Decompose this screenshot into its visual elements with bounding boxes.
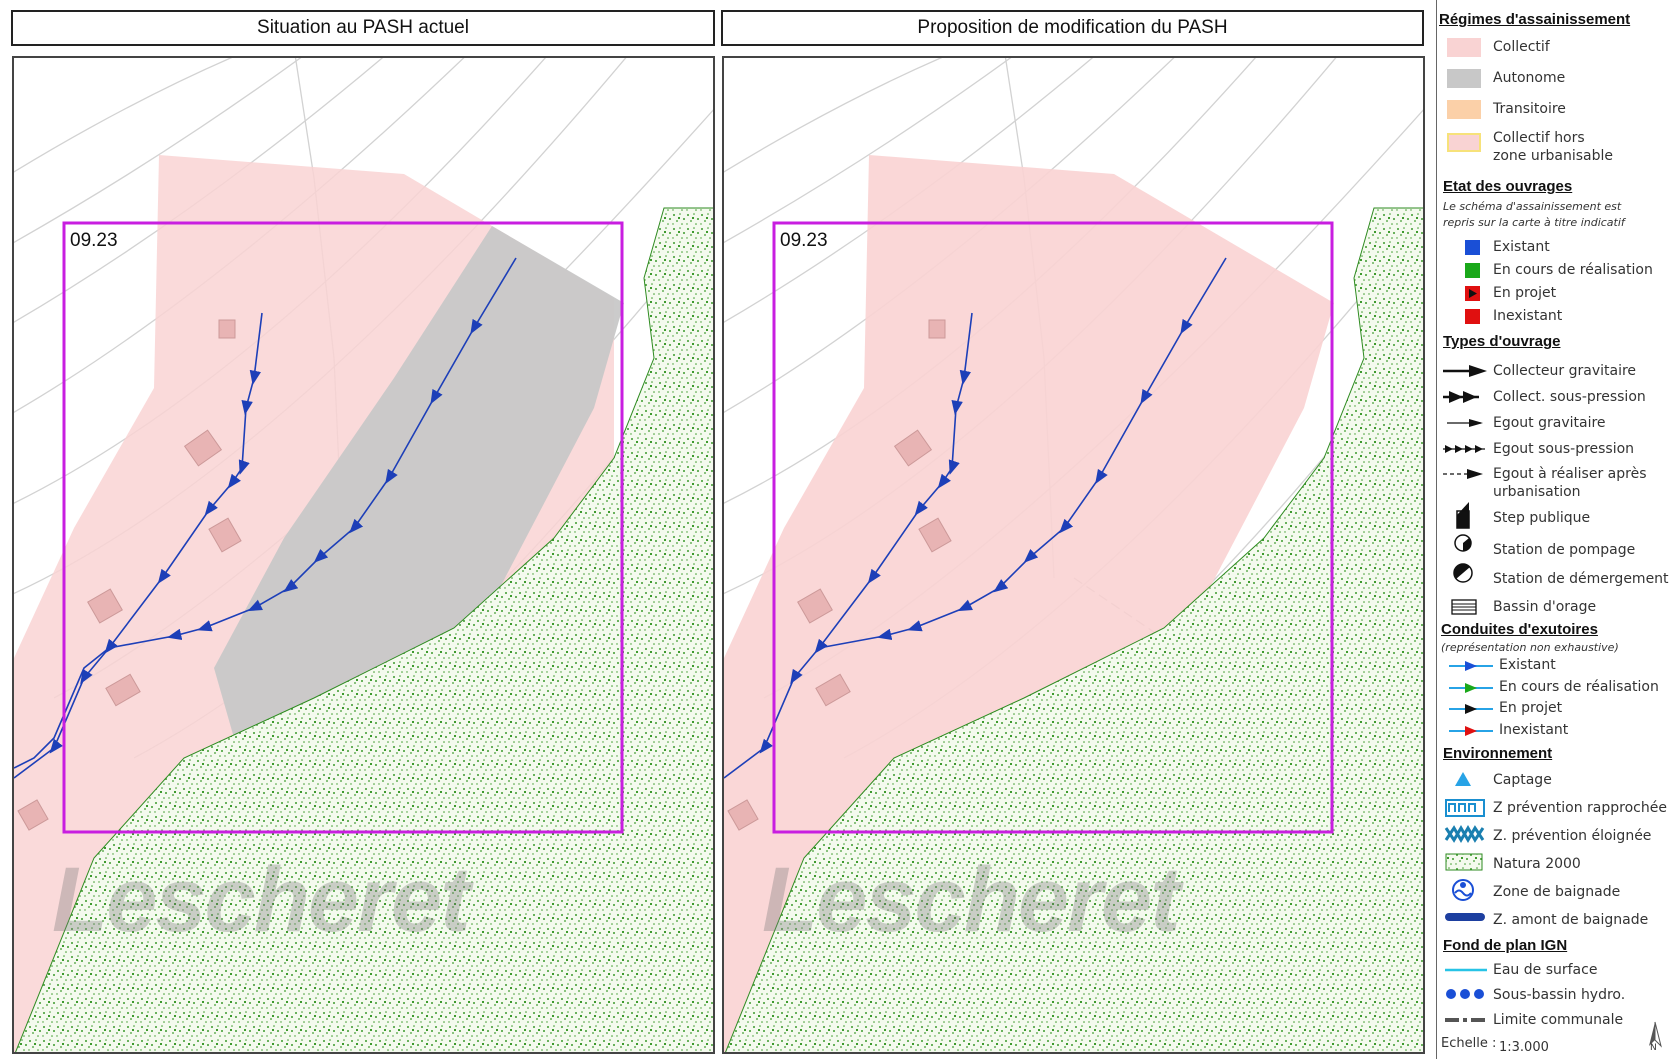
egout-a-realiser-icon (1443, 469, 1483, 479)
bassin-orage-icon (1451, 599, 1477, 615)
station-pompage-icon (1454, 534, 1472, 552)
scale-value: 1:3.000 (1499, 1040, 1549, 1055)
legend-heading-conduites: Conduites d'exutoires (1441, 621, 1598, 638)
north-label: N (1650, 1043, 1657, 1053)
legend-conduites-note: (représentation non exhaustive) (1441, 641, 1619, 654)
play-icon (1469, 289, 1477, 298)
sewer-lines (724, 257, 1227, 779)
captage-icon (1455, 772, 1471, 786)
legend-prevention-rapprochee: Z prévention rapprochée (1493, 800, 1667, 816)
legend-collectif: Collectif (1493, 39, 1550, 55)
amont-baignade-icon (1445, 913, 1485, 921)
left-map[interactable]: 09.23 Lescheret (12, 56, 715, 1054)
legend-panel: Régimes d'assainissement Collectif Auton… (1436, 0, 1672, 1059)
legend-conduite-inexistant: Inexistant (1499, 722, 1569, 738)
autonome-swatch (1447, 69, 1481, 88)
legend-autonome: Autonome (1493, 70, 1566, 86)
legend-collectif-hors: Collectif hors (1493, 130, 1585, 146)
legend-conduite-en-projet: En projet (1499, 700, 1563, 716)
sewer-lines (14, 257, 517, 779)
legend-egout-sous-pression: Egout sous-pression (1493, 441, 1635, 457)
north-arrow-icon (1649, 1021, 1662, 1048)
sous-bassin-icon (1446, 989, 1484, 999)
egout-sous-pression-icon (1443, 445, 1485, 453)
legend-captage: Captage (1493, 772, 1552, 788)
prevention-eloignee-icon (1444, 825, 1485, 843)
conduite-existant-icon (1449, 661, 1493, 671)
legend-etat-en-projet: En projet (1493, 285, 1557, 301)
legend-natura-2000: Natura 2000 (1493, 856, 1581, 872)
right-map-canvas (724, 58, 1423, 1052)
legend-etat-inexistant: Inexistant (1493, 308, 1563, 324)
legend-heading-types: Types d'ouvrage (1443, 333, 1561, 350)
legend-eau-surface: Eau de surface (1493, 962, 1598, 978)
legend-conduite-en-cours: En cours de réalisation (1499, 679, 1659, 695)
etat-existant-swatch (1465, 240, 1480, 255)
step-publique-icon (1456, 502, 1470, 529)
legend-conduite-existant: Existant (1499, 657, 1556, 673)
fond-symbols (1445, 968, 1487, 1022)
legend-bassin-orage: Bassin d'orage (1493, 599, 1597, 615)
conduites-symbols (1449, 661, 1493, 736)
legend-amont-baignade: Z. amont de baignade (1493, 912, 1649, 928)
zone-label-left: 09.23 (70, 230, 118, 251)
legend-heading-fond: Fond de plan IGN (1443, 937, 1568, 954)
etat-inexistant-swatch (1465, 309, 1480, 324)
legend-egout-gravitaire: Egout gravitaire (1493, 415, 1606, 431)
egout-gravitaire-icon (1447, 419, 1483, 427)
legend-sous-bassin: Sous-bassin hydro. (1493, 987, 1626, 1003)
prevention-rapprochee-icon (1445, 799, 1485, 817)
legend-collect-sous-pression: Collect. sous-pression (1493, 389, 1646, 405)
right-panel-title: Proposition de modification du PASH (721, 10, 1424, 46)
types-symbols (1443, 365, 1487, 583)
environnement-symbols (1444, 772, 1485, 921)
legend-heading-environnement: Environnement (1443, 745, 1553, 762)
legend-zone-baignade: Zone de baignade (1493, 884, 1621, 900)
left-panel-title: Situation au PASH actuel (11, 10, 715, 46)
study-zone-rectangle (62, 221, 624, 834)
left-panel-title-text: Situation au PASH actuel (257, 17, 469, 38)
legend-collectif-hors-2: zone urbanisable (1493, 148, 1613, 164)
collectif-swatch (1447, 38, 1481, 57)
legend-step-publique: Step publique (1493, 510, 1591, 526)
legend-etat-en-cours: En cours de réalisation (1493, 262, 1653, 278)
legend-egout-a-realiser-2: urbanisation (1493, 484, 1581, 500)
right-map[interactable]: 09.23 Lescheret (722, 56, 1425, 1054)
zone-baignade-icon (1452, 879, 1474, 901)
natura-2000-icon (1445, 853, 1483, 871)
scale-label: Echelle : (1441, 1036, 1497, 1051)
village-label-left: Lescheret (52, 849, 471, 951)
conduite-inexistant-icon (1449, 726, 1493, 736)
legend-heading-etat: Etat des ouvrages (1443, 178, 1573, 195)
left-map-canvas (14, 58, 713, 1052)
conduite-en-projet-icon (1449, 704, 1493, 714)
legend-transitoire: Transitoire (1493, 101, 1566, 117)
transitoire-swatch (1447, 100, 1481, 119)
village-label-right: Lescheret (762, 849, 1181, 951)
etat-en-projet-swatch (1465, 286, 1480, 301)
right-panel-title-text: Proposition de modification du PASH (917, 17, 1228, 38)
legend-egout-a-realiser: Egout à réaliser après (1493, 466, 1647, 482)
etat-en-cours-swatch (1465, 263, 1480, 278)
legend-station-pompage: Station de pompage (1493, 542, 1636, 558)
station-demergement-icon (1453, 563, 1473, 583)
collect-sous-pression-icon (1443, 391, 1479, 403)
legend-etat-note-2: repris sur la carte à titre indicatif (1443, 216, 1625, 229)
legend-collecteur-gravitaire: Collecteur gravitaire (1493, 363, 1637, 379)
legend-station-demergement: Station de démergement (1493, 571, 1669, 587)
legend-etat-note-1: Le schéma d'assainissement est (1443, 200, 1622, 213)
study-zone-rectangle (772, 221, 1334, 834)
natura-zone (725, 207, 1423, 1052)
legend-limite-communale: Limite communale (1493, 1012, 1624, 1028)
legend-etat-existant: Existant (1493, 239, 1550, 255)
conduite-en-cours-icon (1449, 683, 1493, 693)
natura-zone (15, 207, 713, 1052)
collecteur-gravitaire-icon (1443, 365, 1487, 377)
collectif-hors-swatch (1447, 133, 1481, 152)
zone-label-right: 09.23 (780, 230, 828, 251)
legend-prevention-eloignee: Z. prévention éloignée (1493, 828, 1652, 844)
legend-heading-regimes: Régimes d'assainissement (1439, 11, 1631, 28)
